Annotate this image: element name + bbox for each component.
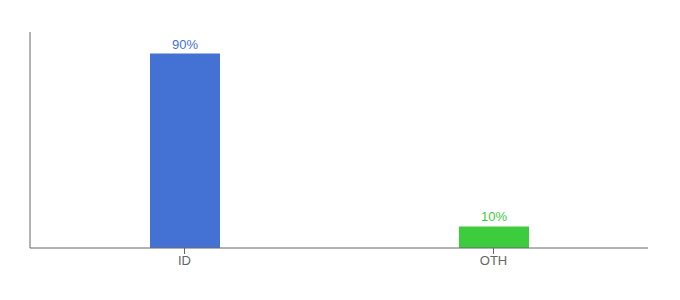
svg-text:OTH: OTH	[480, 253, 507, 268]
svg-text:ID: ID	[178, 253, 191, 268]
svg-text:90%: 90%	[172, 37, 198, 52]
svg-text:10%: 10%	[481, 209, 507, 224]
